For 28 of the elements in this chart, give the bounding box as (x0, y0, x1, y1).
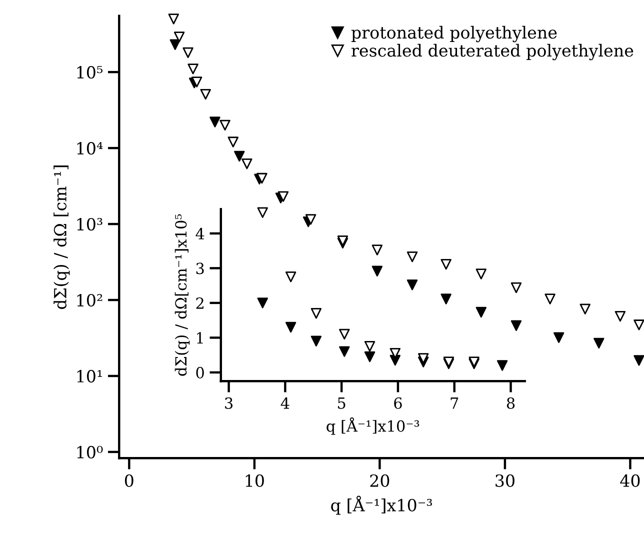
y-tick-label: 10⁵ (77, 66, 103, 79)
x-tick-label: 3 (225, 397, 233, 409)
x-tick-label: 0 (124, 474, 134, 487)
x-tick-label: 6 (394, 397, 402, 409)
x-tick-label: 10 (246, 474, 264, 487)
y-tick-label: 2 (196, 297, 204, 309)
x-tick-label: 7 (450, 398, 458, 409)
x-tick-label: 30 (496, 474, 514, 487)
x-tick-label: 4 (280, 397, 290, 409)
y-axis-title: dΣ(q) / dΩ[cm⁻¹]x10⁵ (174, 214, 190, 376)
legend-label: rescaled deuterated polyethylene (352, 44, 634, 60)
y-tick-label: 10² (77, 294, 102, 307)
x-tick-label: 40 (620, 474, 640, 487)
y-tick-label: 10⁴ (77, 142, 103, 155)
legend-label: protonated polyethylene (351, 26, 557, 42)
y-tick-label: 10¹ (77, 370, 102, 383)
y-tick-label: 4 (196, 228, 204, 240)
y-axis-title: dΣ(q) / dΩ [cm⁻¹] (54, 166, 70, 310)
x-tick-label: 5 (338, 398, 346, 409)
y-tick-label: 1 (197, 332, 203, 344)
x-tick-label: 8 (506, 397, 515, 409)
y-tick-label: 10⁰ (77, 446, 103, 459)
y-tick-label: 3 (196, 262, 204, 274)
y-tick-label: 10³ (77, 218, 102, 231)
y-tick-label: 0 (196, 366, 204, 378)
x-tick-label: 20 (370, 474, 390, 487)
x-axis-title: q [Å⁻¹]x10⁻³ (331, 496, 432, 515)
x-axis-title: q [Å⁻¹]x10⁻³ (326, 417, 420, 435)
